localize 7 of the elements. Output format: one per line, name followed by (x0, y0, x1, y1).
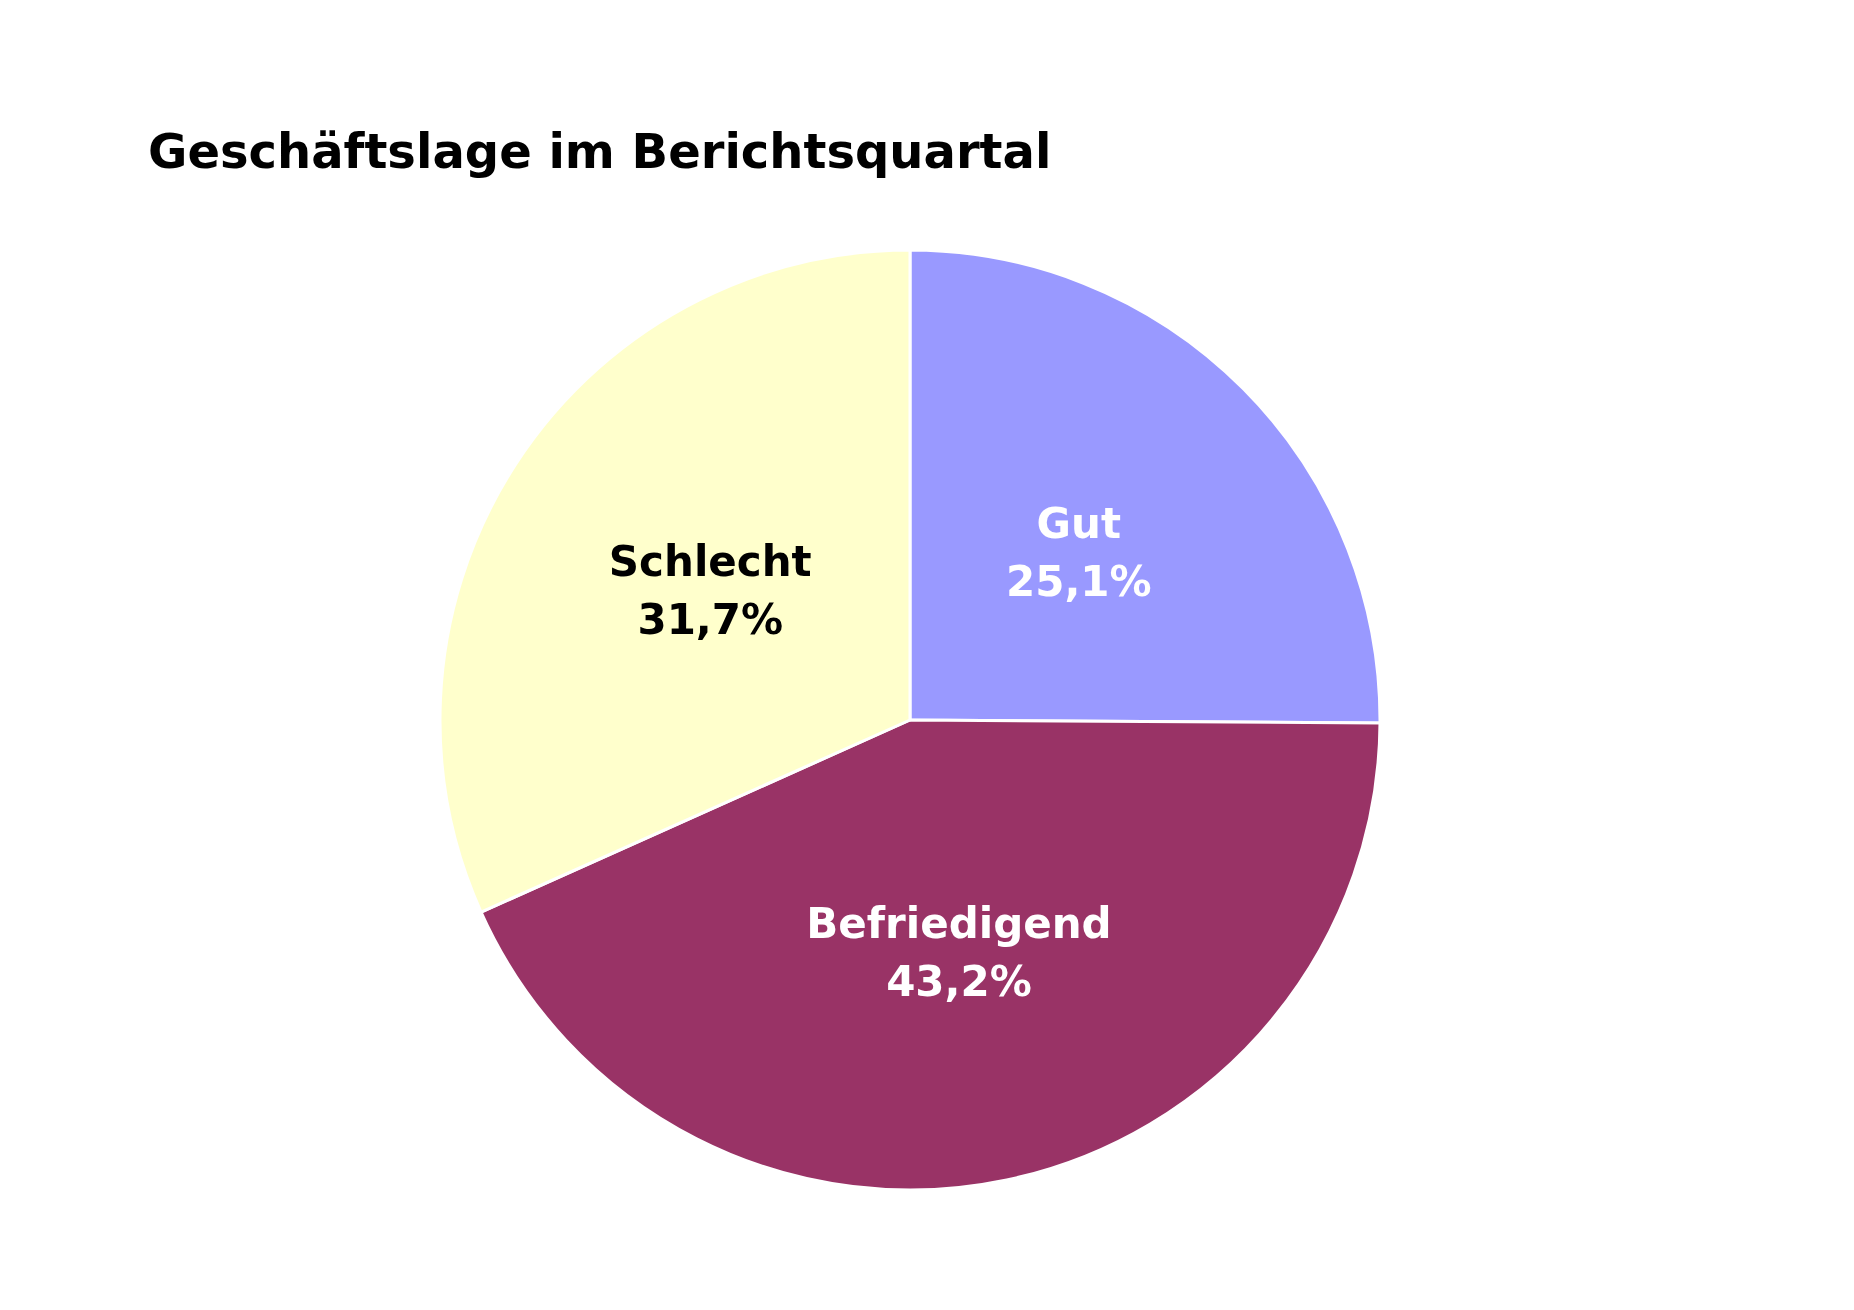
chart-title: Geschäftslage im Berichtsquartal (148, 123, 1052, 179)
slice-label: Gut (1036, 498, 1122, 548)
slice-label: Schlecht (608, 537, 812, 587)
data-label: 25,1% (1005, 556, 1152, 606)
data-label: 43,2% (886, 957, 1032, 1007)
data-label: 31,7% (637, 595, 784, 645)
slice-label: Befriedigend (806, 899, 1112, 949)
